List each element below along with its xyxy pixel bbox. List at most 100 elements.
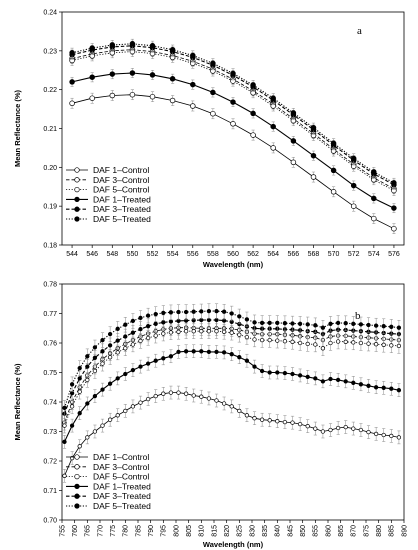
data-point (168, 390, 174, 395)
x-tick-label: 820 (224, 525, 231, 537)
data-point (129, 70, 136, 76)
data-point (100, 337, 105, 343)
data-point (252, 320, 257, 325)
y-tick-label: 0.72 (43, 459, 57, 466)
data-point (230, 99, 236, 105)
x-tick-label: 825 (237, 525, 244, 537)
data-point (92, 368, 98, 374)
data-point (153, 321, 158, 326)
data-point (282, 370, 288, 376)
series-1 (62, 385, 402, 483)
x-tick-label: 815 (211, 525, 218, 537)
legend-entry: DAF 5–Control (93, 185, 149, 195)
data-point (149, 93, 156, 100)
data-point (183, 349, 189, 354)
data-point (310, 124, 317, 131)
data-point (168, 319, 174, 324)
series-4 (69, 68, 397, 214)
data-point (130, 404, 136, 409)
data-point (85, 377, 90, 383)
legend-entry: DAF 3–Treated (93, 204, 151, 214)
x-axis-label: Wavelength (nm) (203, 260, 264, 269)
data-point (350, 155, 357, 162)
x-tick-label: 554 (167, 251, 179, 258)
legend-swatch-marker (74, 503, 80, 509)
data-point (396, 325, 402, 330)
y-tick-label: 0.22 (43, 87, 57, 94)
data-point (123, 346, 128, 351)
data-point (320, 379, 326, 384)
y-tick-label: 0.18 (43, 243, 57, 250)
data-point (237, 314, 242, 319)
x-tick-label: 566 (288, 251, 300, 258)
data-point (391, 225, 397, 232)
data-point (389, 433, 394, 439)
data-point (168, 354, 174, 359)
data-point (129, 41, 136, 47)
data-point (310, 152, 317, 159)
x-tick-label: 562 (247, 251, 259, 258)
data-point (115, 350, 120, 355)
data-point (351, 340, 356, 345)
x-tick-label: 574 (368, 251, 380, 258)
x-tick-label: 570 (328, 251, 340, 258)
data-point (259, 417, 265, 422)
data-point (69, 382, 75, 387)
data-point (168, 310, 174, 315)
legend-swatch-marker (74, 177, 80, 183)
data-point (123, 322, 128, 327)
data-point (290, 110, 297, 116)
data-point (305, 374, 310, 380)
legend-entry: DAF 5–Treated (93, 501, 151, 511)
data-point (183, 391, 189, 396)
data-point (270, 123, 276, 130)
x-tick-label: 880 (376, 525, 383, 537)
data-point (373, 342, 379, 347)
data-point (214, 308, 219, 314)
data-point (145, 313, 151, 318)
data-point (275, 370, 280, 375)
data-point (351, 426, 356, 431)
data-point (89, 74, 95, 80)
legend-entry: DAF 1–Control (93, 452, 149, 462)
x-tick-label: 560 (227, 251, 239, 258)
data-point (190, 103, 196, 109)
data-point (343, 424, 348, 430)
x-tick-label: 865 (338, 525, 345, 537)
data-point (85, 354, 90, 359)
data-point (320, 429, 326, 434)
x-tick-label: 845 (287, 525, 294, 537)
data-point (282, 321, 288, 326)
x-tick-label: 552 (147, 251, 159, 258)
data-point (69, 100, 75, 107)
data-point (373, 431, 379, 437)
legend-entry: DAF 3–Treated (93, 491, 151, 501)
data-point (210, 110, 216, 117)
x-tick-label: 572 (348, 251, 360, 258)
data-point (221, 350, 227, 355)
series-6 (69, 38, 397, 188)
data-point (351, 380, 356, 385)
data-point (85, 435, 90, 440)
y-tick-label: 0.71 (43, 488, 57, 495)
data-point (310, 174, 317, 180)
data-point (92, 429, 98, 434)
x-tick-label: 564 (267, 251, 279, 258)
data-point (305, 322, 310, 327)
y-tick-label: 0.77 (43, 311, 57, 318)
data-point (259, 320, 265, 326)
data-point (328, 321, 333, 326)
data-point (366, 322, 371, 328)
x-tick-label: 556 (187, 251, 199, 258)
data-point (366, 341, 371, 346)
data-point (396, 388, 402, 393)
data-point (69, 50, 75, 56)
y-tick-label: 0.70 (43, 518, 57, 525)
legend-swatch-marker (74, 196, 80, 203)
data-point (366, 383, 371, 388)
data-point (92, 355, 98, 360)
data-point (275, 419, 280, 424)
data-point (275, 320, 280, 326)
y-tick-label: 0.19 (43, 204, 57, 211)
y-tick-label: 0.20 (43, 165, 57, 172)
